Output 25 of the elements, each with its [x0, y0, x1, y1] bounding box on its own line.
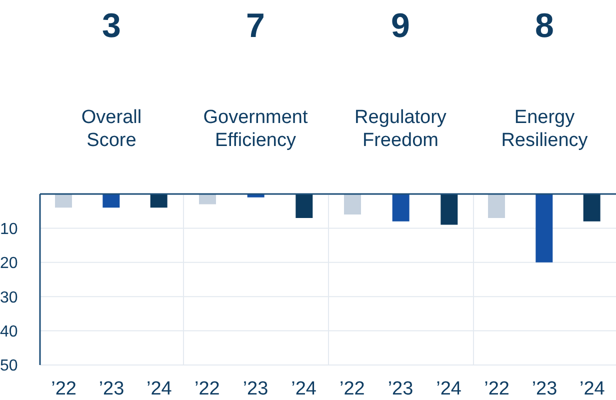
x-tick-label: ’22	[339, 378, 365, 400]
chart-title: Overall Score	[81, 106, 142, 152]
text: 7	[246, 7, 265, 45]
chart-title: Regulatory Freedom	[354, 106, 446, 152]
text: 9	[391, 7, 410, 45]
x-tick-label: ’22	[484, 378, 510, 400]
x-tick-label: ’22	[51, 378, 77, 400]
text: 8	[535, 7, 554, 45]
x-tick-label: ’24	[579, 378, 606, 400]
y-tick-label: 40	[0, 323, 18, 340]
x-tick-label: ’23	[388, 378, 414, 400]
x-tick-label: ’24	[291, 378, 317, 400]
x-tick-label: ’24	[146, 378, 172, 400]
y-tick-label: 30	[0, 289, 18, 306]
chart-title: Energy Resiliency	[501, 106, 588, 152]
y-tick-label: 20	[0, 255, 18, 272]
x-tick-label: ’23	[242, 378, 268, 400]
y-tick-label: 10	[0, 220, 18, 238]
text: 3	[102, 7, 121, 45]
x-tick-label: ’24	[436, 378, 462, 400]
x-tick-label: ’22	[194, 378, 220, 400]
x-tick-label: ’23	[532, 378, 558, 400]
y-tick-label: 50	[0, 358, 18, 375]
x-tick-label: ’23	[98, 378, 124, 400]
chart-title: Government Efficiency	[203, 106, 308, 152]
